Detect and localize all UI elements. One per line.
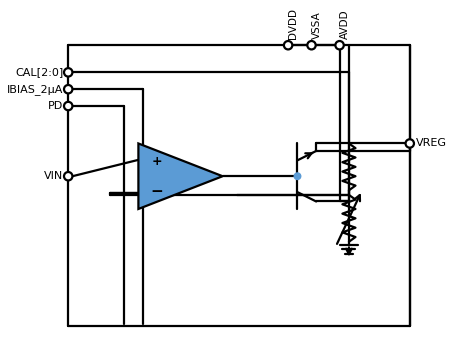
Circle shape [64,102,72,110]
Text: +: + [152,155,162,168]
Circle shape [335,41,344,50]
Circle shape [405,139,414,148]
Text: −: − [151,184,163,199]
Circle shape [64,172,72,181]
Text: PD: PD [48,101,63,111]
Circle shape [284,41,292,50]
Text: VREG: VREG [416,139,447,149]
Text: VSSA: VSSA [311,11,321,39]
Text: IBIAS_2μA: IBIAS_2μA [7,84,63,95]
Circle shape [64,85,72,94]
Circle shape [307,41,316,50]
Text: DVDD: DVDD [288,8,298,39]
Polygon shape [139,143,223,209]
Text: AVDD: AVDD [340,9,350,39]
Circle shape [294,173,301,180]
Circle shape [64,68,72,77]
Text: CAL[2:0]: CAL[2:0] [15,67,63,77]
Text: VIN: VIN [44,171,63,181]
